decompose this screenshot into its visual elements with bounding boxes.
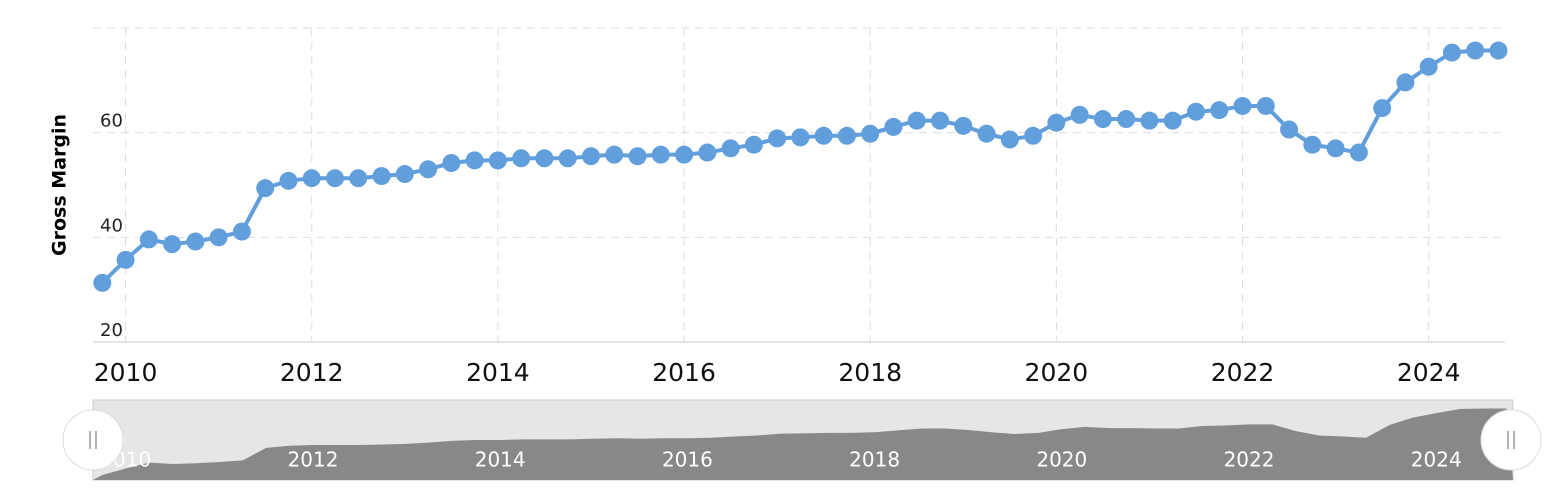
data-point (954, 116, 973, 135)
data-point (139, 230, 158, 249)
data-point (698, 143, 717, 162)
data-point (1000, 130, 1019, 149)
y-axis-title: Gross Margin (49, 114, 71, 256)
data-point (744, 135, 763, 154)
data-point (372, 167, 391, 186)
data-point (535, 149, 554, 168)
data-point (1280, 120, 1299, 139)
y-tick-label: 60 (100, 111, 123, 132)
data-point (1186, 102, 1205, 121)
data-point (232, 222, 251, 241)
navigator-series: 2010 2012 2014 2016 2018 2020 2022 2024 (93, 408, 1513, 480)
data-point (1163, 111, 1182, 130)
data-point (1070, 105, 1089, 124)
y-tick-label: 40 (100, 215, 123, 236)
data-point (628, 147, 647, 166)
data-point (326, 169, 345, 188)
data-point (1419, 57, 1438, 76)
data-point (1489, 41, 1508, 60)
data-point (814, 126, 833, 145)
data-point (1442, 43, 1461, 62)
data-point (1140, 111, 1159, 130)
data-point (1210, 101, 1229, 120)
data-point (1373, 99, 1392, 118)
data-point (1466, 41, 1485, 60)
navigator-tick-label: 2016 (662, 448, 713, 472)
data-point (488, 151, 507, 170)
y-tick-label: 20 (100, 320, 123, 341)
data-point (581, 147, 600, 166)
navigator-tick-label: 2012 (288, 448, 339, 472)
x-tick-label: 2010 (94, 358, 158, 387)
data-point (721, 139, 740, 158)
data-point (395, 165, 414, 184)
x-tick-label: 2020 (1025, 358, 1089, 387)
data-point (116, 250, 135, 269)
navigator-tick-label: 2018 (849, 448, 900, 472)
data-point (977, 124, 996, 143)
data-point (907, 111, 926, 130)
navigator-handle-right[interactable] (1480, 409, 1542, 471)
data-point (465, 151, 484, 170)
x-tick-label: 2024 (1397, 358, 1461, 387)
navigator-area (93, 408, 1513, 480)
data-point (1093, 110, 1112, 129)
x-tick-label: 2022 (1211, 358, 1275, 387)
data-point (558, 149, 577, 168)
data-point (768, 129, 787, 148)
data-point (675, 145, 694, 164)
data-point (1396, 73, 1415, 92)
x-tick-label: 2016 (652, 358, 716, 387)
x-tick-label: 2012 (280, 358, 344, 387)
data-point (209, 228, 228, 247)
data-point (1303, 135, 1322, 154)
data-point (256, 179, 275, 198)
data-point (1233, 96, 1252, 115)
data-point (1256, 96, 1275, 115)
data-point (186, 232, 205, 251)
navigator-tick-label: 2020 (1036, 448, 1087, 472)
data-point (651, 145, 670, 164)
data-point (1349, 143, 1368, 162)
data-point (512, 149, 531, 168)
data-point (163, 235, 182, 254)
x-tick-label: 2018 (838, 358, 902, 387)
data-point (349, 169, 368, 188)
data-point (1024, 126, 1043, 145)
data-point (93, 273, 112, 292)
data-point (837, 126, 856, 145)
navigator-handle-left[interactable] (62, 409, 124, 471)
navigator-tick-label: 2014 (475, 448, 526, 472)
data-point (279, 171, 298, 190)
navigator-tick-label: 2022 (1224, 448, 1275, 472)
data-point (605, 145, 624, 164)
data-point (1047, 113, 1066, 132)
data-point (791, 128, 810, 147)
data-point (861, 124, 880, 143)
data-point (419, 160, 438, 179)
x-tick-label: 2014 (466, 358, 530, 387)
data-point (1117, 110, 1136, 129)
data-point (302, 169, 321, 188)
data-point (442, 154, 461, 173)
data-point (931, 111, 950, 130)
navigator-tick-label: 2024 (1411, 448, 1462, 472)
data-point (884, 117, 903, 136)
data-point (1326, 139, 1345, 158)
